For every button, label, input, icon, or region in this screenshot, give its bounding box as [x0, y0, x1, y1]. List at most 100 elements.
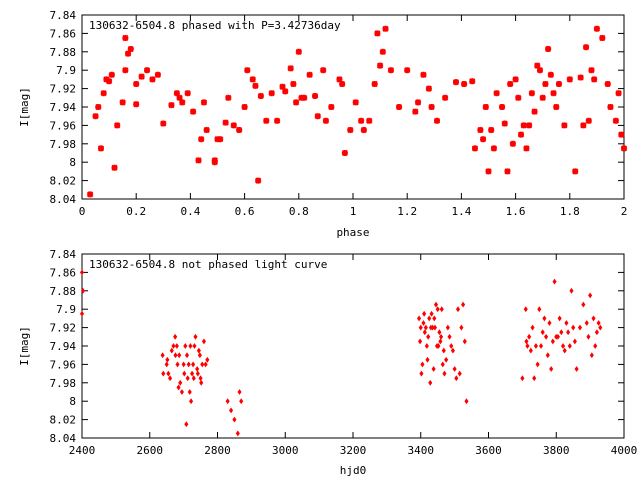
data-point	[461, 80, 468, 88]
y-tick-label: 7.96	[50, 119, 77, 132]
data-point	[92, 113, 99, 120]
data-point	[618, 131, 625, 138]
data-point	[165, 356, 170, 363]
data-point	[420, 71, 427, 78]
data-point	[79, 269, 85, 276]
data-point	[542, 315, 547, 322]
y-tick-label: 8.02	[50, 175, 77, 188]
data-point	[160, 352, 165, 359]
data-point	[111, 164, 118, 171]
data-points	[87, 25, 628, 198]
y-tick-label: 7.88	[50, 46, 77, 59]
x-tick-label: 1	[350, 205, 357, 218]
data-point	[490, 145, 498, 152]
x-tick-label: 4000	[611, 444, 638, 457]
data-point	[127, 45, 134, 53]
data-point	[593, 25, 601, 32]
data-point	[566, 76, 573, 83]
data-point	[122, 67, 129, 74]
data-point	[404, 67, 411, 74]
data-point	[545, 45, 552, 53]
data-point	[292, 99, 300, 106]
data-point	[585, 117, 592, 124]
data-point	[604, 80, 611, 88]
data-point	[178, 379, 183, 386]
y-tick-label: 8.04	[50, 432, 77, 445]
data-point	[217, 136, 224, 143]
data-point	[527, 333, 532, 340]
data-point	[360, 126, 367, 134]
data-point	[105, 78, 113, 85]
data-point	[225, 398, 230, 405]
data-point	[571, 324, 576, 331]
data-point	[263, 117, 270, 124]
data-point	[421, 320, 426, 326]
data-point	[596, 320, 601, 326]
data-point	[79, 310, 85, 317]
data-point	[533, 343, 538, 349]
data-point	[190, 370, 195, 377]
data-point	[555, 333, 560, 340]
data-point	[200, 99, 208, 106]
data-point	[232, 416, 237, 423]
data-point	[200, 361, 205, 368]
data-point	[197, 352, 202, 359]
data-point	[255, 177, 262, 184]
data-point	[387, 67, 395, 74]
data-point	[598, 324, 603, 331]
data-point	[241, 103, 248, 111]
data-point	[177, 352, 182, 359]
data-point	[534, 62, 541, 69]
data-point	[414, 99, 422, 106]
data-point	[133, 101, 140, 108]
data-point	[432, 315, 437, 322]
data-point	[555, 80, 563, 88]
data-point	[588, 292, 593, 299]
data-point	[545, 352, 550, 359]
data-point	[457, 370, 462, 377]
data-point	[201, 338, 206, 345]
data-point	[347, 126, 354, 134]
y-tick-label: 7.9	[56, 303, 76, 316]
x-tick-label: 0	[79, 205, 86, 218]
data-point	[531, 108, 538, 115]
x-tick-label: 3400	[408, 444, 435, 457]
data-point	[179, 389, 184, 395]
data-point	[160, 120, 167, 127]
data-point	[525, 343, 530, 349]
data-point	[454, 375, 459, 382]
data-point	[184, 421, 189, 428]
data-point	[244, 67, 251, 74]
data-point	[143, 67, 151, 74]
data-point	[176, 94, 183, 101]
data-point	[567, 343, 572, 349]
data-point	[547, 320, 552, 326]
data-point	[445, 324, 450, 331]
data-point	[428, 379, 433, 386]
data-point	[439, 333, 444, 340]
data-point	[314, 113, 321, 120]
data-point	[164, 361, 169, 368]
data-point	[504, 168, 511, 175]
data-point	[203, 361, 208, 368]
data-point	[366, 117, 373, 124]
data-point	[174, 343, 179, 349]
data-point	[569, 287, 574, 294]
data-point	[311, 92, 319, 100]
data-point	[562, 347, 567, 354]
data-point	[462, 338, 467, 345]
data-point	[469, 78, 476, 85]
data-point	[452, 79, 460, 86]
y-tick-label: 7.92	[50, 83, 77, 96]
data-point	[108, 71, 115, 78]
data-point	[419, 370, 424, 377]
data-point	[440, 361, 445, 368]
data-point	[561, 122, 568, 129]
data-point	[420, 361, 425, 368]
data-point	[371, 80, 378, 88]
data-point	[80, 287, 86, 294]
y-tick-label: 7.86	[50, 266, 77, 279]
x-tick-label: 0.4	[180, 205, 200, 218]
data-point	[376, 62, 384, 69]
